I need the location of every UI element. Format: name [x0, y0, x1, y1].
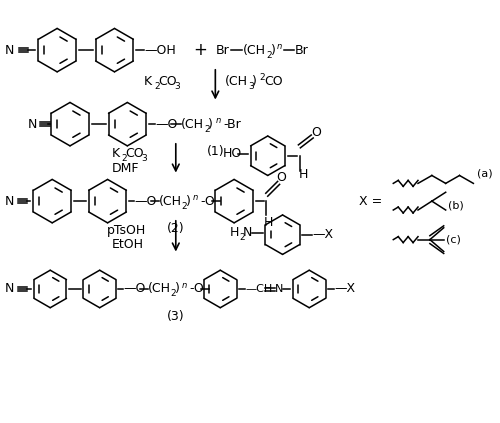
Text: N: N	[243, 226, 252, 239]
Text: H: H	[298, 168, 308, 181]
Text: N: N	[5, 283, 14, 296]
Text: +: +	[194, 41, 207, 59]
Text: CO: CO	[126, 147, 144, 160]
Text: N: N	[5, 195, 14, 208]
Text: (a): (a)	[478, 168, 493, 179]
Text: EtOH: EtOH	[112, 238, 144, 251]
Text: O: O	[276, 171, 286, 184]
Text: Br: Br	[294, 44, 308, 57]
Text: ): )	[270, 44, 276, 57]
Text: -Br: -Br	[223, 118, 241, 131]
Text: n: n	[216, 116, 220, 125]
Text: 2: 2	[182, 202, 188, 211]
Text: (c): (c)	[446, 235, 460, 244]
Text: K: K	[144, 75, 152, 88]
Text: (3): (3)	[167, 310, 184, 323]
Text: (2): (2)	[167, 222, 184, 235]
Text: 3: 3	[141, 154, 147, 163]
Text: —O: —O	[124, 283, 146, 296]
Text: X =: X =	[358, 195, 382, 208]
Text: 3: 3	[248, 82, 254, 91]
Text: —O: —O	[134, 195, 156, 208]
Text: —OH: —OH	[144, 44, 176, 57]
Text: K: K	[112, 147, 120, 160]
Text: (CH: (CH	[243, 44, 266, 57]
Text: ): )	[186, 195, 190, 208]
Text: Br: Br	[216, 44, 229, 57]
Text: (b): (b)	[448, 200, 464, 210]
Text: n: n	[182, 280, 187, 289]
Text: ): )	[252, 75, 257, 88]
Text: —X: —X	[312, 228, 334, 241]
Text: 3: 3	[174, 82, 180, 91]
Text: -O: -O	[190, 283, 204, 296]
Text: N: N	[28, 118, 37, 131]
Text: —X: —X	[334, 283, 355, 296]
Text: 2: 2	[204, 125, 210, 134]
Text: ): )	[208, 118, 214, 131]
Text: (CH: (CH	[180, 118, 204, 131]
Text: H: H	[230, 226, 239, 239]
Text: HO: HO	[222, 147, 242, 160]
Text: 2: 2	[154, 82, 160, 91]
Text: CO: CO	[264, 75, 282, 88]
Text: n: n	[276, 42, 282, 51]
Text: H: H	[264, 216, 273, 229]
Text: (1): (1)	[206, 145, 224, 158]
Text: (CH: (CH	[148, 283, 171, 296]
Text: n: n	[192, 193, 198, 202]
Text: O: O	[311, 126, 321, 139]
Text: 2: 2	[171, 289, 176, 298]
Text: 2: 2	[239, 233, 244, 242]
Text: pTsOH: pTsOH	[106, 224, 146, 237]
Text: (CH: (CH	[225, 75, 248, 88]
Text: ): )	[175, 283, 180, 296]
Text: —CH: —CH	[245, 284, 272, 294]
Text: N: N	[5, 44, 14, 57]
Text: 2: 2	[266, 51, 272, 60]
Text: CO: CO	[158, 75, 176, 88]
Text: DMF: DMF	[112, 162, 139, 175]
Text: (CH: (CH	[159, 195, 182, 208]
Text: N: N	[274, 284, 283, 294]
Text: 2: 2	[260, 73, 266, 82]
Text: —O: —O	[155, 118, 178, 131]
Text: 2: 2	[122, 154, 127, 163]
Text: -O: -O	[200, 195, 216, 208]
